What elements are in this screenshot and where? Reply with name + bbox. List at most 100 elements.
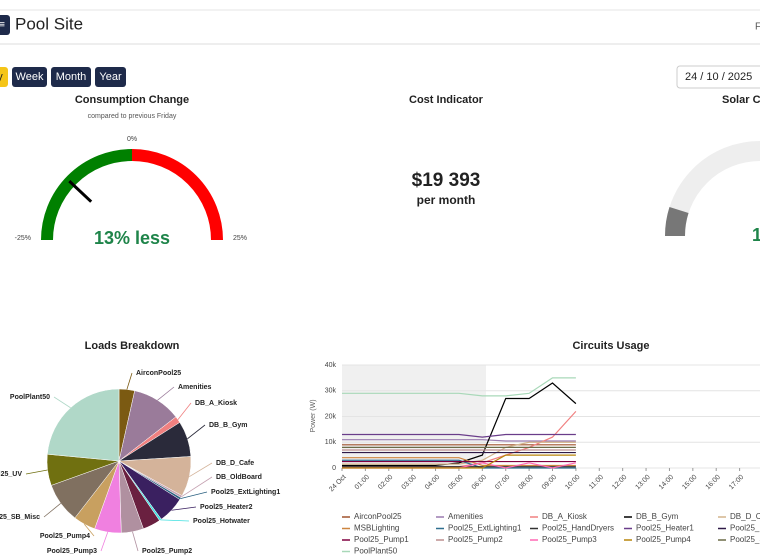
pie-leader [157,386,175,401]
pie-label: Pool25_UV [0,471,22,478]
pie-label: Pool25_SB_Misc [0,514,40,521]
x-tick-label: 12:00 [611,474,628,491]
gauge-tick-label: 25% [233,235,247,242]
menu-icon: ≡ [0,20,5,31]
x-tick-label: 10:00 [564,474,581,491]
solar-value: 1 [752,225,760,245]
series-line [342,454,576,469]
pie-label: Amenities [178,384,212,391]
series-line [342,459,576,469]
date-input[interactable] [676,65,760,89]
period-button[interactable] [0,67,8,87]
series-line [342,433,576,438]
legend-label: Pool25_Heater2 [730,524,760,533]
period-button[interactable] [12,67,47,87]
legend-label: Pool25_Heater1 [636,524,694,533]
gauge-title: Consumption Change [75,94,189,106]
pie-label: PoolPlant50 [10,394,50,401]
pie-label: Pool25_Pump2 [142,548,192,555]
x-tick-label: 06:00 [471,474,488,491]
cost-unit: per month [417,193,476,207]
period-button[interactable] [51,67,91,87]
pie-label: AirconPool25 [136,370,181,377]
legend-label: PoolPlant50 [354,547,398,556]
y-tick-label: 40k [325,362,337,369]
pie-label: Pool25_ExtLighting1 [211,489,280,496]
gauge-needle [68,180,93,203]
pie-label: Pool25_Heater2 [200,504,253,511]
pie-leader [132,531,139,552]
cost-value: $19 393 [412,170,481,191]
gauge-value: 13% less [94,228,170,248]
x-tick-label: 02:00 [377,474,394,491]
pie-leader [189,462,213,478]
x-tick-label: 03:00 [401,474,418,491]
period-label: Week [16,71,44,83]
period-label: Year [99,71,122,83]
pie-title: Loads Breakdown [85,340,180,352]
pie-leader [180,491,208,500]
solar-gauge-track [665,141,760,237]
gauge-subtitle: compared to previous Friday [88,113,177,120]
pie-label: DB_D_Cafe [216,460,254,467]
series-line [342,382,577,467]
y-tick-label: 30k [325,388,337,395]
pie-leader [53,396,71,409]
pie-leader [160,519,190,522]
cost-title: Cost Indicator [409,94,484,106]
pie-leader [181,476,213,498]
pie-leader [187,424,206,440]
y-tick-label: 20k [325,413,337,420]
x-tick-label: 05:00 [447,474,464,491]
legend-label: AirconPool25 [354,512,402,521]
solar-title: Solar C [722,94,760,106]
x-tick-label: 04:00 [424,474,441,491]
pie-label: DB_OldBoard [216,474,262,481]
legend-label: Pool25_Pump1 [354,535,409,544]
x-tick-label: 16:00 [705,474,722,491]
gauge-tick-label: -25% [15,235,31,242]
menu-button[interactable] [0,15,10,35]
solar-gauge-fill [664,206,689,237]
pie-label: Pool25_Hotwater [193,518,250,525]
x-tick-label: 17:00 [728,474,745,491]
legend-label: Pool25_Pump2 [448,535,503,544]
pie-leader [84,523,95,537]
line-title: Circuits Usage [572,340,649,352]
x-tick-label: 24 Oct [328,474,348,494]
period-label: y [0,71,3,83]
series-line [342,457,576,467]
pie-label: DB_B_Gym [209,422,248,429]
legend-label: DB_A_Kiosk [542,512,588,521]
legend-label: Pool25_SB_Misc [730,535,760,544]
legend-label: DB_B_Gym [636,512,679,521]
pie-leader [25,469,48,475]
legend-label: MSBLighting [354,524,399,533]
x-tick-label: 07:00 [494,474,511,491]
series-line [342,377,576,397]
y-tick-label: 0 [332,465,336,472]
pie-leader [43,503,62,518]
legend-label: Pool25_Pump3 [542,535,597,544]
period-label: Month [56,71,87,83]
legend-label: Pool25_Pump4 [636,535,691,544]
pie-leader [177,402,192,420]
gauge-tick-label: 0% [127,136,137,143]
x-tick-label: 01:00 [354,474,371,491]
x-tick-label: 09:00 [541,474,558,491]
period-button[interactable] [95,67,126,87]
date-text: 24 / 10 / 2025 [685,71,752,83]
page-title: Pool Site [15,14,83,33]
legend-label: Pool25_ExtLighting1 [448,524,522,533]
x-tick-label: 13:00 [634,474,651,491]
header-right: F [755,22,760,33]
y-tick-label: 10k [325,439,337,446]
pie-leader [171,506,197,511]
legend-label: Amenities [448,512,483,521]
gauge-band [41,149,133,241]
series-line [342,441,576,465]
x-tick-label: 15:00 [681,474,698,491]
gauge-band [131,149,223,241]
